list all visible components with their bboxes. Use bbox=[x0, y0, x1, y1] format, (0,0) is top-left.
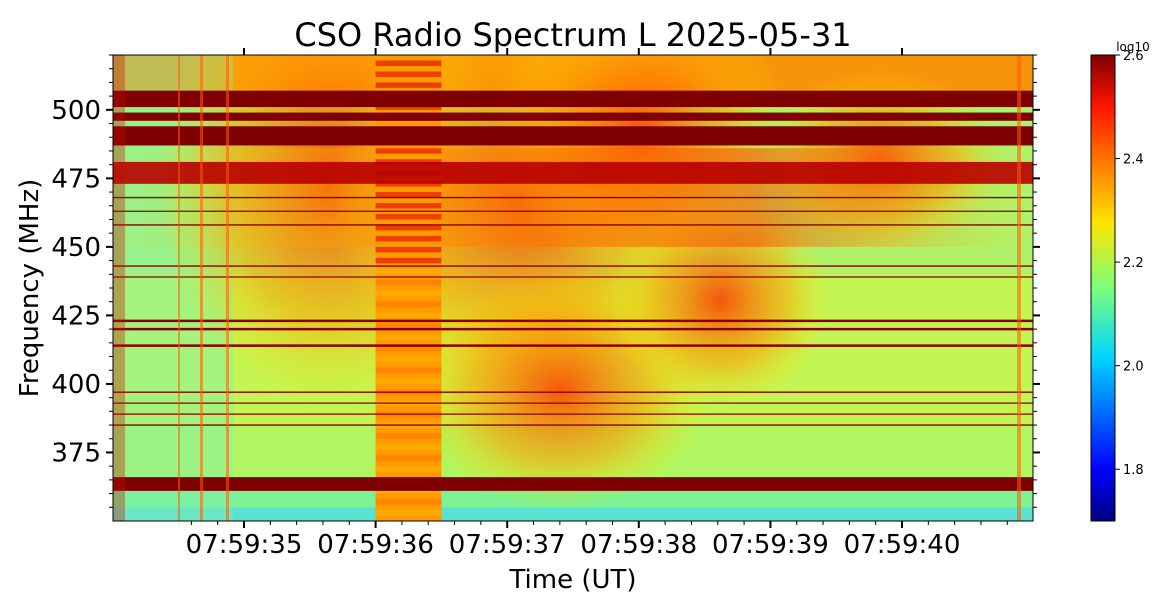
x-tick-label: 07:59:38 bbox=[580, 530, 697, 560]
spectrum-band bbox=[113, 507, 1033, 521]
saturated-band bbox=[113, 90, 1033, 108]
saturated-band bbox=[113, 126, 1033, 146]
x-axis-label: Time (UT) bbox=[508, 565, 636, 595]
blanked-stripe bbox=[375, 235, 442, 242]
time-streak bbox=[200, 55, 203, 521]
colorbar-tick-label: 2.6 bbox=[1123, 49, 1144, 64]
blanked-stripe bbox=[375, 301, 442, 308]
spectrogram-plot bbox=[113, 55, 1033, 521]
strong-band bbox=[113, 161, 1033, 184]
blanked-stripe bbox=[375, 203, 442, 209]
blanked-stripe bbox=[375, 510, 442, 516]
time-streak bbox=[178, 55, 180, 521]
blanked-stripe bbox=[375, 356, 442, 363]
blanked-stripe bbox=[375, 213, 442, 220]
blanked-stripe bbox=[375, 433, 442, 439]
blanked-stripe bbox=[375, 455, 442, 461]
blanked-stripe bbox=[375, 148, 442, 154]
x-tick-label: 07:59:40 bbox=[844, 530, 961, 560]
x-tick-label: 07:59:35 bbox=[186, 530, 303, 560]
x-tick-label: 07:59:36 bbox=[317, 530, 434, 560]
blanked-stripe bbox=[375, 444, 442, 450]
blanked-interval bbox=[375, 55, 442, 521]
blanked-stripe bbox=[375, 499, 442, 505]
colorbar-tick-label: 2.2 bbox=[1123, 256, 1144, 271]
colorbar-tick-label: 1.8 bbox=[1123, 463, 1144, 478]
colorbar-label: log10 bbox=[1116, 40, 1150, 54]
blanked-stripe bbox=[375, 82, 442, 88]
blanked-stripe bbox=[375, 290, 442, 297]
blanked-stripe bbox=[375, 279, 442, 286]
blanked-stripe bbox=[375, 488, 442, 494]
blanked-stripe bbox=[375, 257, 442, 264]
blanked-stripe bbox=[375, 378, 442, 384]
colorbar-tick-label: 2.0 bbox=[1123, 360, 1144, 375]
y-tick-label: 450 bbox=[51, 233, 101, 263]
y-axis: 375 400 425 450 475 500 bbox=[51, 54, 1040, 508]
blanked-stripe bbox=[375, 367, 442, 373]
blanked-stripe bbox=[375, 246, 442, 253]
blanked-stripe bbox=[375, 71, 442, 77]
y-tick-label: 500 bbox=[51, 96, 101, 126]
time-streak bbox=[226, 55, 229, 521]
colorbar: log10 1.8 2.0 2.2 2.4 2.6 bbox=[1090, 40, 1150, 522]
blanked-stripe bbox=[375, 224, 442, 231]
blanked-stripe bbox=[375, 323, 442, 330]
blanked-stripe bbox=[375, 345, 442, 352]
y-tick-label: 375 bbox=[51, 438, 101, 468]
x-axis: 07:59:35 07:59:36 07:59:37 07:59:38 07:59:39… bbox=[186, 48, 1008, 560]
colorbar-tick-label: 2.4 bbox=[1123, 153, 1144, 168]
x-tick-label: 07:59:37 bbox=[449, 530, 566, 560]
blanked-stripe bbox=[375, 334, 442, 341]
colorbar-gradient bbox=[1090, 54, 1116, 522]
chart-title: CSO Radio Spectrum L 2025-05-31 bbox=[294, 16, 851, 54]
edge-streak bbox=[113, 55, 125, 521]
y-axis-label: Frequency (MHz) bbox=[15, 179, 45, 398]
blanked-stripe bbox=[375, 466, 442, 472]
saturated-band bbox=[113, 112, 1033, 121]
time-streak bbox=[1017, 55, 1021, 521]
y-tick-label: 400 bbox=[51, 370, 101, 400]
y-tick-label: 475 bbox=[51, 164, 101, 194]
x-tick-label: 07:59:39 bbox=[712, 530, 829, 560]
blanked-stripe bbox=[375, 268, 442, 275]
blanked-stripe bbox=[375, 312, 442, 319]
blanked-stripe bbox=[375, 192, 442, 198]
blanked-stripe bbox=[375, 60, 442, 66]
saturated-band bbox=[113, 477, 1033, 491]
y-tick-label: 425 bbox=[51, 301, 101, 331]
